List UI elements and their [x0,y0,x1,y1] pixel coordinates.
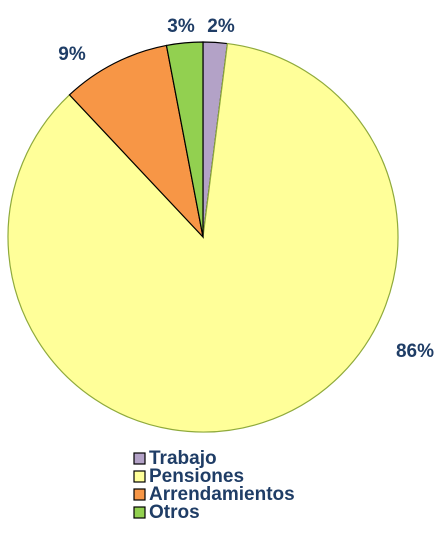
legend-swatch [133,470,146,483]
legend-swatch [133,452,146,465]
data-label: 86% [396,341,434,362]
data-label: 3% [167,16,195,37]
legend-label: Pensiones [149,466,244,487]
data-label: 9% [58,44,86,65]
legend-label: Otros [149,502,200,523]
pie-slice [165,41,204,238]
data-label: 2% [207,16,235,37]
legend-swatch [133,506,146,519]
legend-label: Trabajo [149,448,217,469]
pie-slice [68,44,204,239]
legend-swatch [133,488,146,501]
legend-label: Arrendamientos [149,484,295,505]
